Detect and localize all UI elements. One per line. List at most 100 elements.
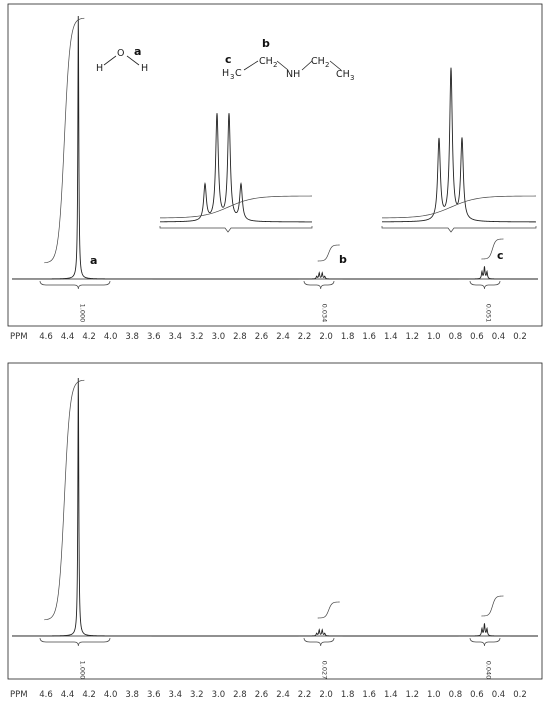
inset-quartet-b (159, 113, 313, 233)
diethylamine-structure: H 3 C CH 2 NH CH 2 CH 3 c b (222, 37, 354, 82)
integral-bracket-2 (303, 637, 335, 647)
water-o: O (117, 48, 124, 59)
x-tick-label: 4.0 (104, 690, 118, 700)
x-tick-label: 2.6 (255, 690, 269, 700)
integral-bracket-3 (469, 637, 501, 647)
x-tick-label: 1.0 (427, 690, 441, 700)
mol-ch2-left: CH (259, 56, 273, 67)
x-tick-label: 1.8 (341, 690, 355, 700)
x-tick-label: 0.2 (513, 690, 527, 700)
x-tick-label: 3.8 (125, 332, 139, 342)
inset-trace (160, 113, 312, 223)
integral-value-2: 0.027 (321, 661, 329, 680)
x-tick-label: 1.2 (406, 332, 420, 342)
x-tick-label: 4.6 (39, 332, 53, 342)
spectrum-trace (12, 16, 538, 280)
top-panel-frame (7, 3, 543, 327)
mol-ch3-right-sub: 3 (350, 74, 354, 82)
integral-value-2: 0.034 (321, 304, 329, 323)
mol-ch3-right: CH (336, 69, 350, 80)
water-label: a (134, 45, 141, 58)
mol-label-c: c (225, 53, 232, 66)
bottom-panel-frame (7, 362, 543, 680)
water-h-right: H (141, 63, 148, 74)
integral-value-1: 1.000 (78, 661, 86, 680)
integral-bracket-1 (39, 637, 111, 647)
x-tick-label: 1.4 (384, 332, 398, 342)
x-tick-label: 4.6 (39, 690, 53, 700)
water-h-left: H (96, 63, 103, 74)
x-tick-label: 3.6 (147, 690, 161, 700)
x-tick-label: 1.0 (427, 332, 441, 342)
x-tick-label: 2.4 (276, 690, 290, 700)
spectrum-trace (12, 377, 538, 637)
x-tick-label: 4.2 (82, 332, 96, 342)
spectra-layer: 1.000 0.034 0.051 PPM 4.6 4.4 4.2 4.0 3.8 3.6 3.4 3… (10, 16, 538, 700)
x-tick-label: 2.0 (319, 332, 333, 342)
spectrum-panel-2: 1.000 0.027 0.040 PPM 4.6 4.4 4.2 4.0 3.8 3.6 3.4 3… (10, 377, 538, 700)
mol-nh: NH (286, 69, 300, 80)
x-tick-label: 0.8 (449, 332, 463, 342)
x-tick-label: 2.6 (255, 332, 269, 342)
x-tick-label: 3.4 (169, 332, 183, 342)
mol-h3c-h: H (222, 68, 229, 79)
x-tick-label: 4.4 (61, 690, 75, 700)
x-tick-label: 4.2 (82, 690, 96, 700)
x-tick-label: 0.4 (492, 332, 506, 342)
x-tick-label: 0.6 (470, 690, 484, 700)
x-axis-label: PPM (10, 690, 28, 700)
integral-curve-b (317, 244, 340, 262)
mol-label-b: b (262, 37, 270, 50)
x-tick-label: 3.0 (212, 332, 226, 342)
inset-bracket (381, 226, 537, 233)
integral-curve-a (44, 379, 85, 621)
x-tick-label: 2.2 (298, 690, 312, 700)
x-tick-label: 3.2 (190, 690, 204, 700)
mol-h3c-3: 3 (230, 73, 234, 81)
inset-triplet-c (381, 67, 537, 233)
integral-curve-c (481, 238, 504, 260)
x-tick-label: 1.8 (341, 332, 355, 342)
x-tick-label: 3.2 (190, 332, 204, 342)
x-tick-label: 4.4 (61, 332, 75, 342)
x-tick-label: 2.4 (276, 332, 290, 342)
mol-ch2-right: CH (311, 56, 325, 67)
x-tick-label: 1.6 (362, 332, 376, 342)
x-tick-label: 3.4 (169, 690, 183, 700)
integral-value-1: 1.000 (78, 304, 86, 323)
x-tick-label: 2.8 (233, 332, 247, 342)
mol-ch2-right-sub: 2 (325, 61, 329, 69)
integral-bracket-1 (39, 280, 111, 290)
inset-integral (159, 195, 313, 219)
x-tick-label: 4.0 (104, 332, 118, 342)
mol-ch2-left-sub: 2 (273, 61, 277, 69)
x-tick-label: 2.0 (319, 690, 333, 700)
peak-label-a: a (90, 254, 97, 267)
integral-bracket-3 (469, 280, 501, 290)
x-tick-label: 0.2 (513, 332, 527, 342)
inset-bracket (159, 226, 313, 233)
x-tick-label: 2.2 (298, 332, 312, 342)
x-tick-label: 0.8 (449, 690, 463, 700)
x-tick-label: 3.0 (212, 690, 226, 700)
integral-curve-b (317, 601, 340, 619)
x-tick-label: 0.4 (492, 690, 506, 700)
x-tick-label: 2.8 (233, 690, 247, 700)
inset-integral (381, 195, 537, 219)
spectrum-panel-1: 1.000 0.034 0.051 PPM 4.6 4.4 4.2 4.0 3.8 3.6 3.4 3… (10, 16, 538, 342)
integral-value-3: 0.040 (484, 661, 492, 680)
x-axis-label: PPM (10, 332, 28, 342)
x-tick-label: 0.6 (470, 332, 484, 342)
x-tick-label: 1.4 (384, 690, 398, 700)
x-tick-label: 3.8 (125, 690, 139, 700)
water-structure: H O H a (96, 45, 148, 74)
peak-label-c: c (497, 249, 504, 262)
integral-curve-a (44, 17, 85, 264)
x-tick-label: 1.6 (362, 690, 376, 700)
integral-value-3: 0.051 (484, 304, 492, 323)
integral-curve-c (481, 595, 504, 617)
inset-trace (382, 67, 536, 223)
mol-h3c-c: C (235, 68, 242, 79)
peak-label-b: b (339, 253, 347, 266)
